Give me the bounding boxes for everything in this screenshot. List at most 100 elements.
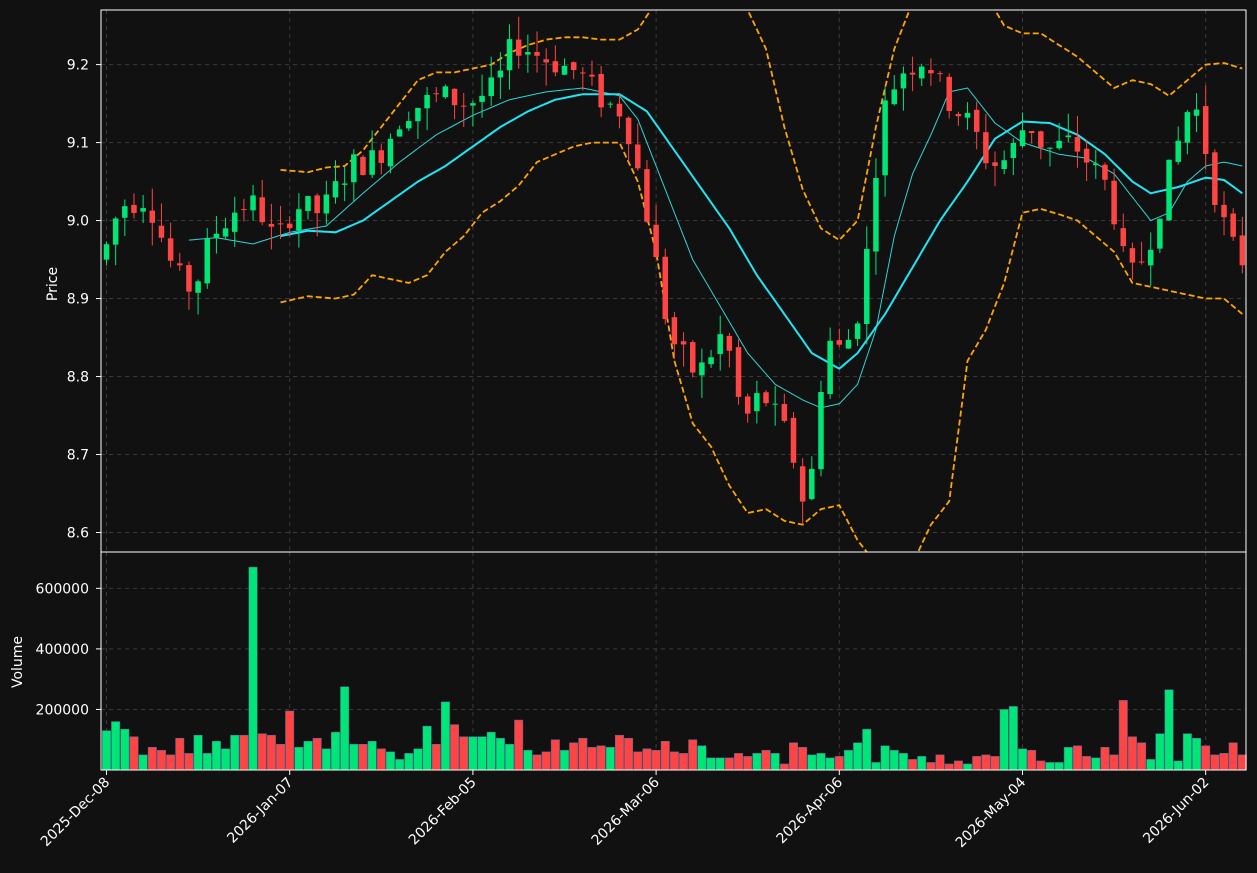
volume-bar — [816, 753, 826, 771]
candle-body — [598, 73, 604, 108]
volume-bar — [239, 734, 249, 771]
price-tick-label: 8.7 — [67, 448, 89, 464]
candle-body — [635, 144, 641, 169]
volume-bar — [1137, 742, 1147, 771]
candle-body — [479, 95, 485, 102]
volume-bar — [853, 742, 863, 771]
candle-body — [167, 238, 174, 261]
volume-bar — [1182, 733, 1192, 771]
candle-body — [140, 208, 146, 212]
volume-bar — [505, 744, 514, 771]
price-tick-label: 9.2 — [67, 58, 89, 74]
candle-body — [122, 206, 128, 218]
volume-bar — [340, 686, 350, 771]
candle-body — [1010, 143, 1017, 159]
volume-bar — [862, 728, 872, 771]
candle-body — [946, 76, 952, 111]
volume-bar — [440, 701, 450, 771]
volume-bar — [569, 742, 579, 771]
candle-body — [772, 403, 778, 405]
candle-body — [259, 197, 265, 223]
volume-bar — [1127, 736, 1137, 771]
volume-bar — [450, 724, 460, 771]
candle-body — [1120, 228, 1127, 247]
candle-body — [1193, 109, 1200, 116]
volume-bar — [560, 750, 569, 771]
candle-body — [653, 224, 659, 258]
candle-body — [589, 74, 595, 77]
volume-bar — [211, 740, 221, 771]
candle-body — [580, 72, 586, 74]
candle-body — [525, 52, 531, 55]
volume-bar — [651, 750, 661, 771]
candle-body — [799, 466, 806, 502]
price-gridlines — [101, 10, 1246, 552]
volume-bar — [779, 763, 789, 771]
volume-bar — [129, 736, 139, 771]
volume-bar — [596, 745, 606, 771]
volume-bar — [1018, 748, 1027, 771]
volume-bar — [303, 740, 313, 771]
volume-gridlines — [101, 552, 1246, 770]
volume-bar — [963, 763, 972, 771]
volume-bar — [266, 734, 276, 771]
candle-body — [1221, 204, 1227, 218]
volume-tick-label: 200000 — [36, 702, 89, 718]
volume-bar — [578, 737, 588, 771]
volume-bar — [1082, 756, 1092, 771]
volume-bar — [102, 730, 111, 771]
candle-body — [250, 195, 256, 211]
candle-body — [534, 52, 540, 56]
volume-bar — [1072, 745, 1082, 771]
price-tick-label: 8.6 — [67, 526, 89, 542]
candle-body — [726, 335, 733, 351]
candle-body — [1175, 140, 1181, 162]
volume-bar — [294, 747, 304, 771]
candle-body — [470, 103, 476, 106]
candle-body — [1047, 147, 1053, 149]
candle-body — [689, 342, 696, 373]
candle-body — [323, 194, 330, 214]
candle-body — [314, 195, 320, 214]
volume-bar — [111, 721, 121, 771]
volume-bar — [193, 734, 203, 771]
volume-bar — [761, 750, 771, 771]
price-tick-label: 9.1 — [67, 136, 89, 152]
candle-body — [406, 121, 412, 129]
candle-body — [360, 156, 366, 176]
volume-bar — [248, 566, 258, 771]
volume-bar — [953, 760, 963, 771]
volume-bar — [459, 736, 469, 771]
candle-body — [1056, 140, 1062, 149]
candle-body — [735, 347, 742, 397]
volume-axis-label: Volume — [10, 636, 26, 688]
price-axis-label: Price — [45, 267, 61, 301]
candle-body — [662, 256, 669, 320]
candle-body — [818, 392, 824, 470]
volume-bar — [871, 762, 881, 771]
volume-bar — [422, 725, 432, 771]
candle-body — [341, 183, 348, 185]
candle-body — [332, 181, 339, 198]
candle-body — [891, 89, 898, 105]
volume-bar — [889, 750, 899, 771]
volume-bar — [541, 751, 551, 771]
volume-bar — [285, 710, 295, 771]
volume-bar — [926, 762, 936, 771]
volume-bar — [688, 739, 698, 771]
volume-bar — [376, 748, 386, 771]
candle-body — [836, 340, 843, 345]
candle-body — [1065, 135, 1072, 138]
candle-body — [873, 177, 879, 252]
volume-bar — [468, 736, 478, 771]
candle-body — [1019, 130, 1026, 147]
volume-bar — [257, 733, 267, 771]
volume-bar — [550, 739, 560, 771]
candle-body — [286, 223, 293, 229]
candle-body — [644, 169, 650, 222]
candle-body — [955, 114, 962, 117]
volume-bar — [1228, 742, 1238, 771]
candle-body — [845, 339, 852, 349]
volume-bar — [1109, 754, 1119, 771]
